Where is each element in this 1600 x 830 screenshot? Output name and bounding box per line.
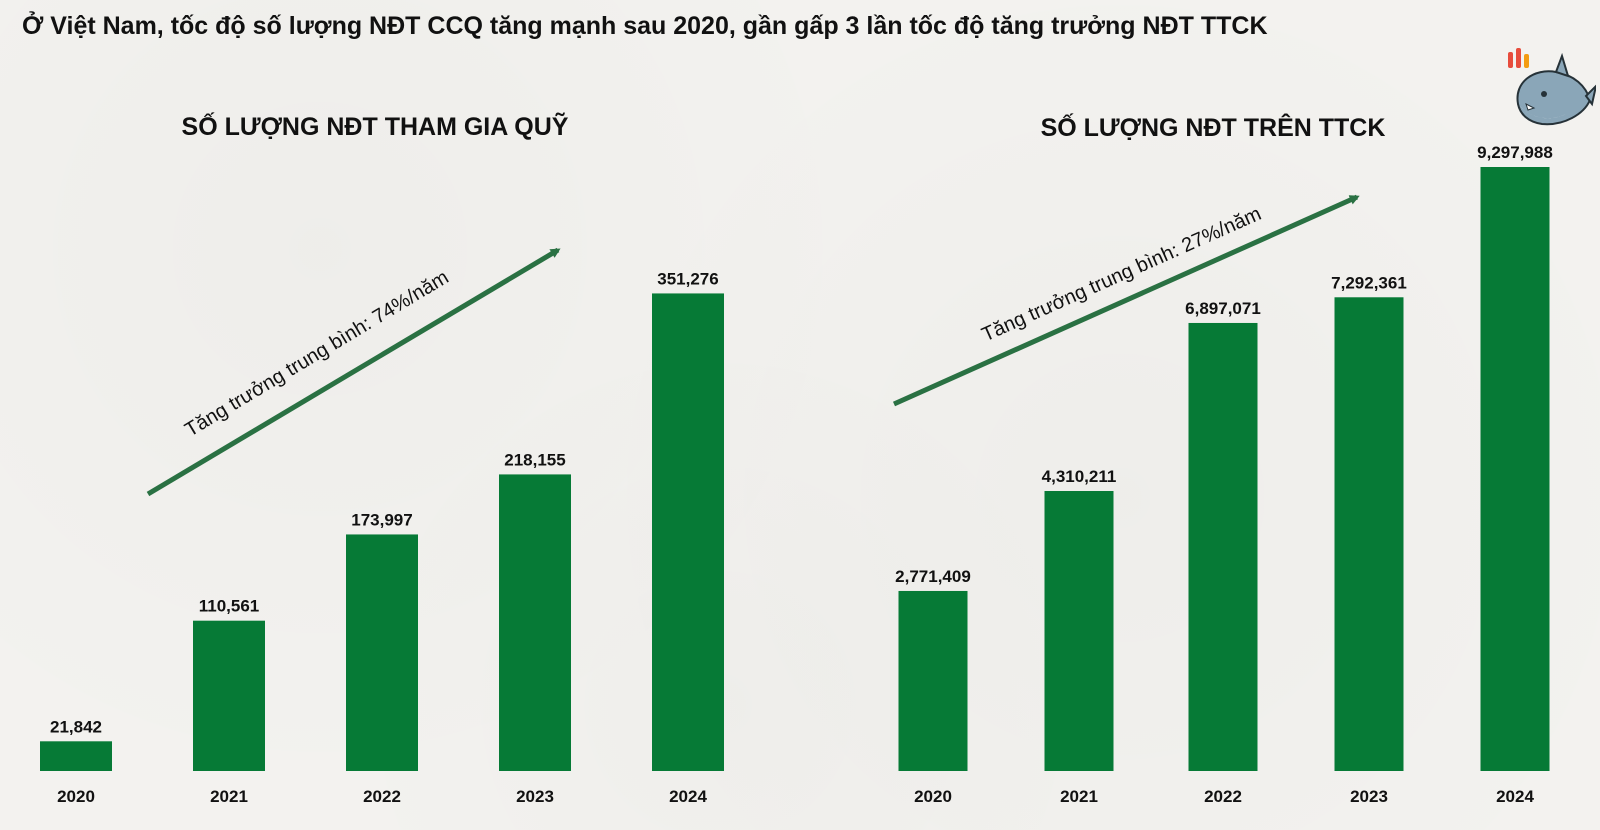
x-tick-label-2024: 2024 bbox=[1496, 787, 1534, 806]
data-label-2024: 9,297,988 bbox=[1477, 143, 1553, 162]
data-label-2021: 4,310,211 bbox=[1042, 467, 1117, 486]
chart-title-market-investors: SỐ LƯỢNG NĐT TRÊN TTCK bbox=[1041, 112, 1386, 142]
shark-mascot-icon bbox=[1508, 48, 1596, 126]
bar-2023 bbox=[1334, 297, 1404, 771]
growth-arrow-fund bbox=[146, 247, 561, 497]
x-tick-label-2021: 2021 bbox=[210, 787, 248, 806]
page-headline: Ở Việt Nam, tốc độ số lượng NĐT CCQ tăng… bbox=[22, 12, 1268, 40]
chart-market-investors: SỐ LƯỢNG NĐT TRÊN TTCK 2,771,409 2020 4,31… bbox=[892, 112, 1553, 806]
bars-market-investors: 2,771,409 2020 4,310,211 2021 6,897,071 2022 7… bbox=[895, 143, 1553, 806]
data-label-2020: 21,842 bbox=[50, 717, 102, 736]
x-tick-label-2023: 2023 bbox=[1350, 787, 1388, 806]
growth-arrow-market bbox=[892, 194, 1360, 407]
data-label-2020: 2,771,409 bbox=[895, 567, 971, 586]
bar-2024 bbox=[652, 293, 724, 771]
bars-fund-investors: 21,842 2020 110,561 2021 173,997 2022 218,155 2… bbox=[40, 269, 724, 806]
bar-2021 bbox=[193, 620, 265, 771]
data-label-2021: 110,561 bbox=[199, 597, 260, 616]
x-tick-label-2024: 2024 bbox=[669, 787, 707, 806]
x-tick-label-2022: 2022 bbox=[363, 787, 401, 806]
bar-2023 bbox=[499, 474, 571, 771]
x-tick-label-2020: 2020 bbox=[57, 787, 95, 806]
bar-2022 bbox=[1188, 322, 1258, 771]
bar-2021 bbox=[1044, 491, 1114, 771]
chart-title-fund-investors: SỐ LƯỢNG NĐT THAM GIA QUỸ bbox=[182, 111, 569, 141]
growth-annotation-fund: Tăng trưởng trung bình: 74%/năm bbox=[181, 266, 452, 441]
bar-2022 bbox=[346, 534, 418, 771]
data-label-2024: 351,276 bbox=[657, 269, 718, 288]
data-label-2022: 173,997 bbox=[351, 510, 412, 529]
x-tick-label-2021: 2021 bbox=[1060, 787, 1098, 806]
bar-2024 bbox=[1480, 167, 1550, 771]
data-label-2023: 7,292,361 bbox=[1331, 273, 1407, 292]
bar-2020 bbox=[898, 590, 968, 771]
x-tick-label-2020: 2020 bbox=[914, 787, 952, 806]
data-label-2022: 6,897,071 bbox=[1185, 299, 1261, 318]
x-tick-label-2022: 2022 bbox=[1204, 787, 1242, 806]
bar-2020 bbox=[40, 741, 112, 771]
x-tick-label-2023: 2023 bbox=[516, 787, 554, 806]
data-label-2023: 218,155 bbox=[504, 450, 565, 469]
chart-fund-investors: SỐ LƯỢNG NĐT THAM GIA QUỸ 21,842 2020 110,… bbox=[40, 111, 724, 806]
